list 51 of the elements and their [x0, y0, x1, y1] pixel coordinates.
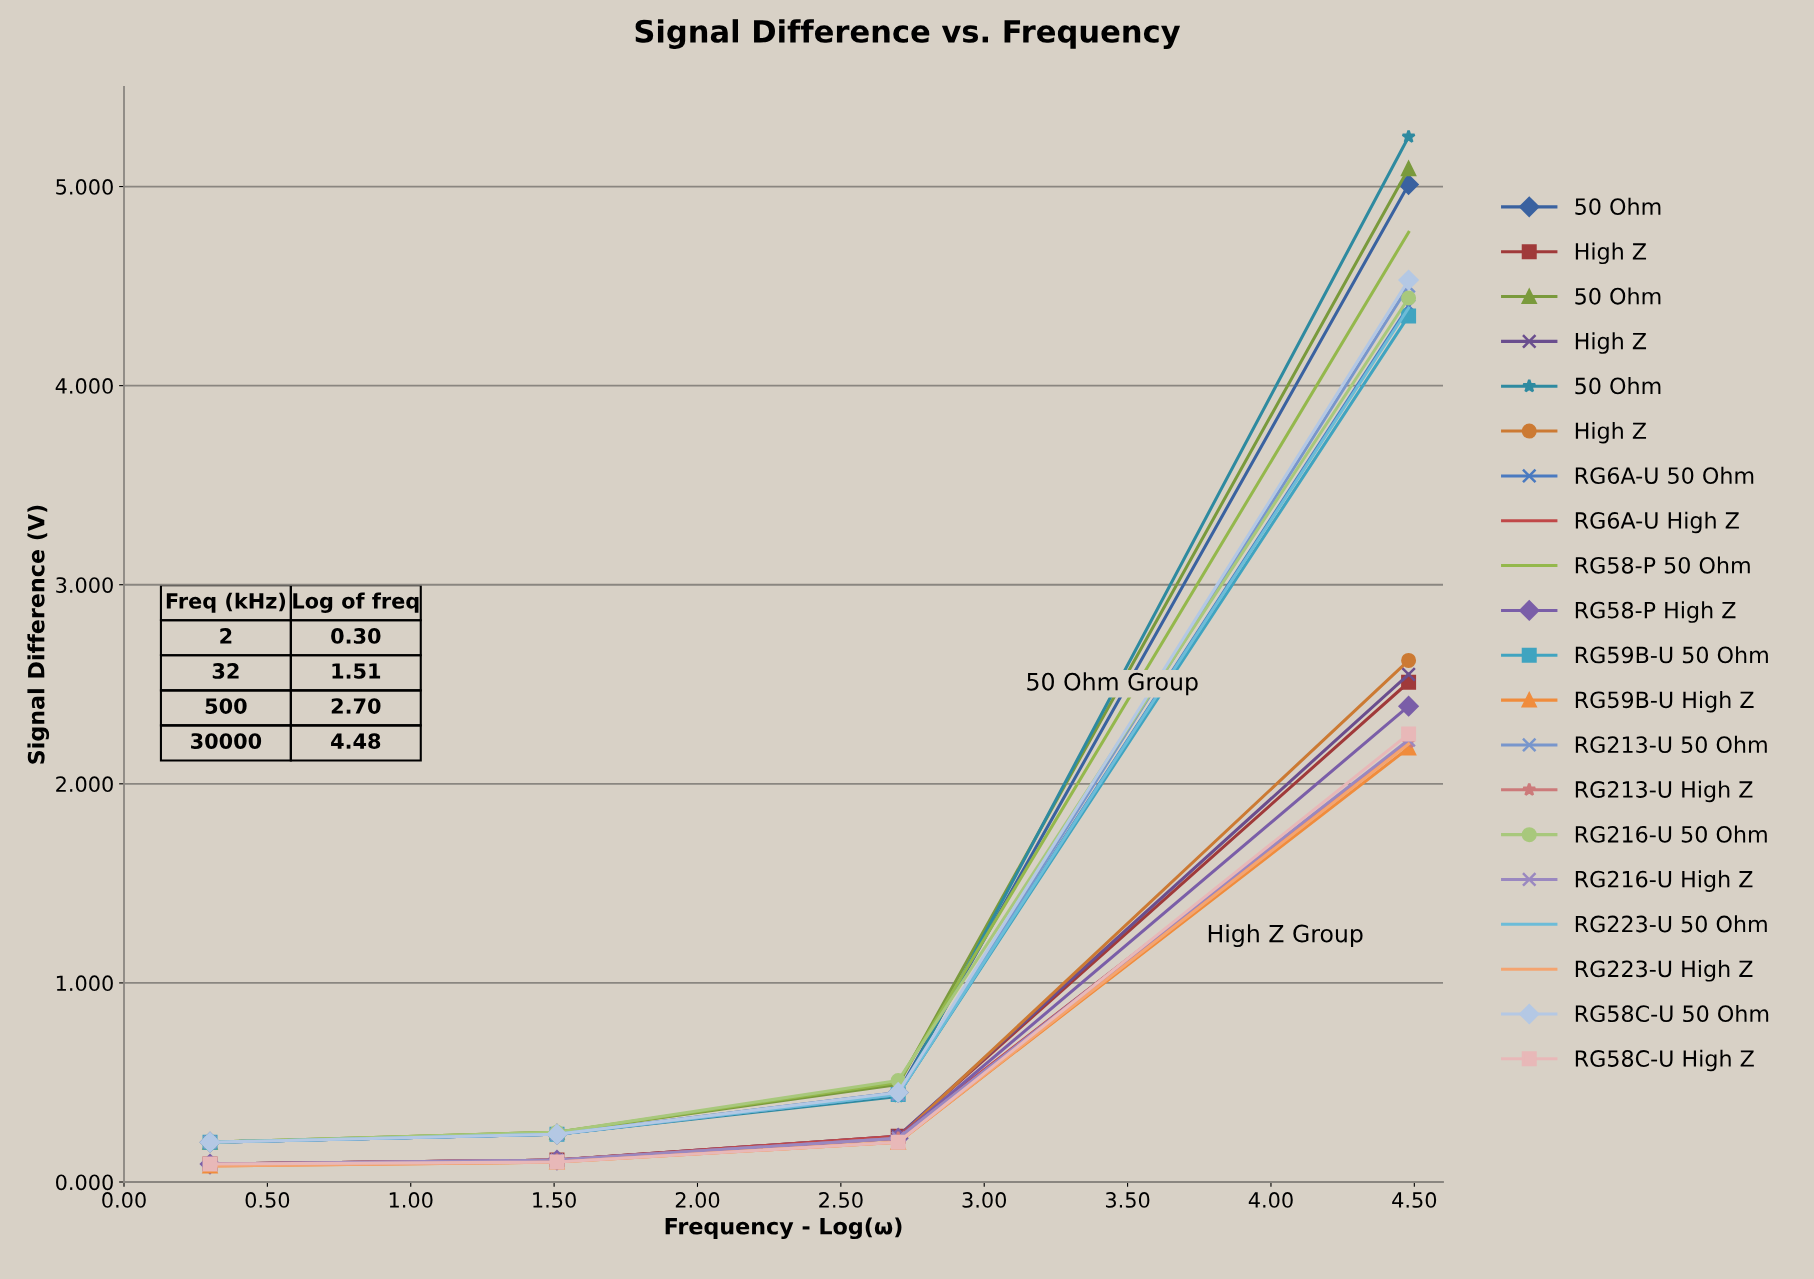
annotation: 0.30 [331, 628, 381, 644]
legend-label: RG223-U 50 Ohm [1575, 915, 1767, 933]
annotation: Log of freq [293, 592, 419, 613]
annotation: Freq (kHz) [166, 592, 286, 613]
annotation: 32 [212, 663, 239, 679]
x-tick-label: 3.50 [1105, 1192, 1150, 1208]
x-tick-label: 3.00 [962, 1192, 1007, 1208]
legend-label: High Z [1575, 242, 1647, 265]
legend-label: RG213-U 50 Ohm [1575, 735, 1767, 754]
x-tick-label: 2.00 [675, 1192, 720, 1208]
annotation: 1.51 [332, 663, 381, 679]
x-tick-label: 1.00 [389, 1192, 433, 1208]
annotation: 2.70 [331, 698, 381, 714]
legend-label: RG58-P High Z [1575, 601, 1736, 623]
legend-label: RG213-U High Z [1575, 780, 1753, 803]
legend-label: RG216-U 50 Ohm [1575, 825, 1767, 843]
legend-label: RG58C-U 50 Ohm [1575, 1004, 1769, 1023]
legend-label: RG59B-U 50 Ohm [1575, 646, 1768, 664]
x-tick-label: 1.50 [533, 1192, 576, 1208]
legend-label: RG59B-U High Z [1575, 691, 1754, 713]
legend-label: RG6A-U High Z [1575, 511, 1739, 534]
y-tick-label: 2.000 [56, 776, 113, 793]
y-tick-label: 4.000 [55, 378, 113, 394]
x-tick-label: 2.50 [819, 1192, 863, 1208]
y-axis-title: Signal Difference (V) [27, 505, 50, 764]
annotation: 2 [220, 628, 232, 644]
legend-label: 50 Ohm [1575, 377, 1661, 395]
legend-label: RG216-U High Z [1575, 870, 1753, 892]
annotation: 30000 [191, 733, 262, 749]
legend-label: RG58-P 50 Ohm [1575, 556, 1750, 574]
y-tick-label: 5.000 [56, 179, 113, 195]
annotation: High Z Group [1208, 924, 1363, 948]
y-tick-label: 1.000 [56, 975, 113, 992]
legend-label: 50 Ohm [1575, 287, 1661, 305]
x-tick-label: 4.00 [1248, 1192, 1293, 1208]
annotation: 500 [205, 698, 247, 714]
x-tick-label: 4.50 [1392, 1192, 1437, 1208]
x-axis-title: Frequency - Log(ω) [665, 1217, 902, 1240]
annotation: 50 Ohm Group [1027, 672, 1198, 696]
legend-label: RG58C-U High Z [1575, 1049, 1754, 1072]
legend-label: 50 Ohm [1575, 197, 1661, 215]
y-tick-label: 3.000 [56, 577, 113, 593]
legend-label: RG6A-U 50 Ohm [1575, 466, 1754, 485]
annotation: 4.48 [331, 733, 381, 749]
x-tick-label: 0.50 [245, 1192, 290, 1208]
legend-label: RG223-U High Z [1575, 960, 1753, 982]
y-tick-label: 0.000 [56, 1174, 113, 1191]
legend-label: High Z [1575, 421, 1647, 444]
chart-title: Signal Difference vs. Frequency [635, 19, 1181, 49]
x-tick-label: 0.00 [102, 1192, 146, 1208]
legend-label: High Z [1575, 332, 1647, 354]
